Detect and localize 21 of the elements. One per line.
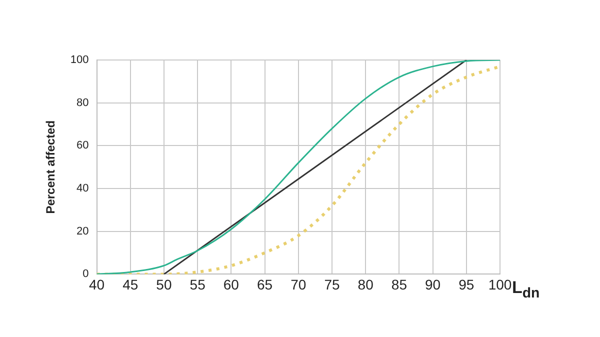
x-tick-label: 85 [391,276,408,292]
x-tick-label: 50 [156,276,172,292]
x-axis-title: L$_{dn}$ [512,278,540,302]
x-tick-label: 60 [223,276,240,292]
x-tick-label: 40 [88,276,105,292]
x-tick-label: 70 [290,276,306,292]
x-tick-label: 55 [190,276,206,292]
y-tick-label: 20 [76,225,89,238]
y-tick-label: 40 [76,182,89,195]
y-tick-label: 80 [76,96,89,109]
x-tick-label: 75 [324,276,340,292]
x-tick-label: 95 [458,276,474,292]
x-tick-label: 80 [358,276,374,292]
x-tick-label: 45 [122,276,138,292]
y-tick-label: 60 [76,140,89,152]
x-tick-label: 90 [425,276,441,292]
y-tick-label: 0 [82,268,89,280]
x-tick-label: 100 [488,276,512,292]
y-axis-title: Percent affected [44,120,58,214]
y-tick-label: 100 [70,54,89,66]
x-tick-label: 65 [256,276,273,292]
